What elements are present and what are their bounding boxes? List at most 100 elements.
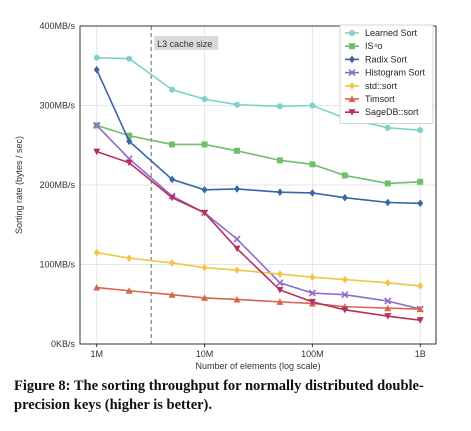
series-std-sort <box>93 248 424 290</box>
data-point <box>169 86 176 93</box>
data-point <box>308 298 316 306</box>
l3-cache-annotation: L3 cache size <box>150 26 219 344</box>
data-point <box>276 157 283 164</box>
legend-label: IS⁴o <box>365 41 382 51</box>
data-point <box>93 54 100 61</box>
x-axis-ticks: 1M 10M 100M 1B <box>90 344 426 359</box>
data-point <box>169 175 176 184</box>
data-point <box>93 248 100 257</box>
series-line <box>96 150 421 321</box>
data-point <box>169 141 176 148</box>
data-point <box>276 188 283 196</box>
data-point <box>126 132 133 139</box>
data-point <box>125 287 133 294</box>
data-point <box>234 266 241 274</box>
data-point <box>349 82 355 90</box>
data-point <box>384 198 391 207</box>
data-point <box>341 193 348 202</box>
x-tick-label: 1B <box>415 349 426 359</box>
data-point <box>349 43 355 50</box>
data-point <box>276 279 284 287</box>
series-histogram-sort <box>93 121 424 313</box>
data-point <box>349 30 355 36</box>
y-tick-label: 300MB/s <box>39 101 75 111</box>
data-point <box>126 254 133 262</box>
data-point <box>416 317 424 324</box>
data-point <box>276 270 283 278</box>
series-layer <box>93 54 424 324</box>
data-point <box>93 284 101 291</box>
data-point <box>233 295 241 303</box>
data-point <box>417 178 424 185</box>
data-point <box>93 121 101 129</box>
data-point <box>126 137 133 146</box>
series-timsort <box>93 284 424 313</box>
x-tick-label: 1M <box>90 349 103 359</box>
data-point <box>384 313 392 320</box>
data-point <box>201 294 209 301</box>
data-point <box>168 194 176 202</box>
series-line <box>96 124 421 185</box>
plot-frame <box>79 25 437 345</box>
data-point <box>309 161 316 168</box>
data-point <box>233 235 241 243</box>
legend-label: Histogram Sort <box>365 68 426 78</box>
data-point <box>234 147 241 154</box>
legend-label: Learned Sort <box>365 28 418 38</box>
data-point <box>93 65 100 74</box>
data-point <box>93 148 101 156</box>
legend-item: Histogram Sort <box>345 68 426 78</box>
series-radix-sort <box>93 65 424 208</box>
data-point <box>417 282 424 290</box>
legend-item: SageDB::sort <box>345 107 419 117</box>
data-point <box>348 69 356 77</box>
y-tick-label: 200MB/s <box>39 180 75 190</box>
data-point <box>309 102 316 109</box>
data-point <box>384 180 391 187</box>
data-point <box>201 263 208 272</box>
series-sagedb-sort <box>93 148 424 324</box>
y-tick-label: 0KB/s <box>51 339 76 349</box>
data-point <box>384 278 391 287</box>
data-point <box>201 185 208 194</box>
x-axis-label: Number of elements (log scale) <box>195 361 320 371</box>
data-point <box>341 275 348 284</box>
data-point <box>168 291 176 298</box>
y-axis-ticks: 0KB/s 100MB/s 200MB/s 300MB/s 400MB/s <box>39 21 75 349</box>
data-point <box>341 172 348 179</box>
data-point <box>201 141 208 148</box>
legend-item: Learned Sort <box>345 28 418 38</box>
data-point <box>169 259 176 267</box>
l3-cache-label: L3 cache size <box>157 39 212 49</box>
data-point <box>233 245 241 253</box>
data-point <box>234 101 241 108</box>
data-point <box>309 189 316 197</box>
data-point <box>384 304 392 312</box>
data-point <box>201 209 209 217</box>
data-point <box>341 306 349 314</box>
y-axis-label: Sorting rate (bytes / sec) <box>14 136 24 234</box>
data-point <box>417 199 424 208</box>
x-tick-label: 10M <box>196 349 214 359</box>
data-point <box>416 305 424 313</box>
legend-item: Radix Sort <box>345 54 408 64</box>
data-point <box>201 96 208 103</box>
legend-label: SageDB::sort <box>365 107 419 117</box>
data-point <box>348 109 356 116</box>
data-point <box>234 185 241 193</box>
y-tick-label: 400MB/s <box>39 21 75 31</box>
l3-cache-label-box <box>154 36 219 50</box>
data-point <box>276 298 284 305</box>
figure-caption: Figure 8: The sorting throughput for nor… <box>14 378 424 413</box>
legend-box <box>339 24 434 124</box>
data-point <box>309 273 316 282</box>
series-line <box>96 124 421 310</box>
legend-label: std::sort <box>365 81 398 91</box>
data-point <box>349 55 355 64</box>
data-point <box>341 291 349 299</box>
series-is-o <box>93 122 424 187</box>
legend-item: Timsort <box>345 94 395 104</box>
data-point <box>308 289 316 297</box>
legend-label: Timsort <box>365 94 395 104</box>
